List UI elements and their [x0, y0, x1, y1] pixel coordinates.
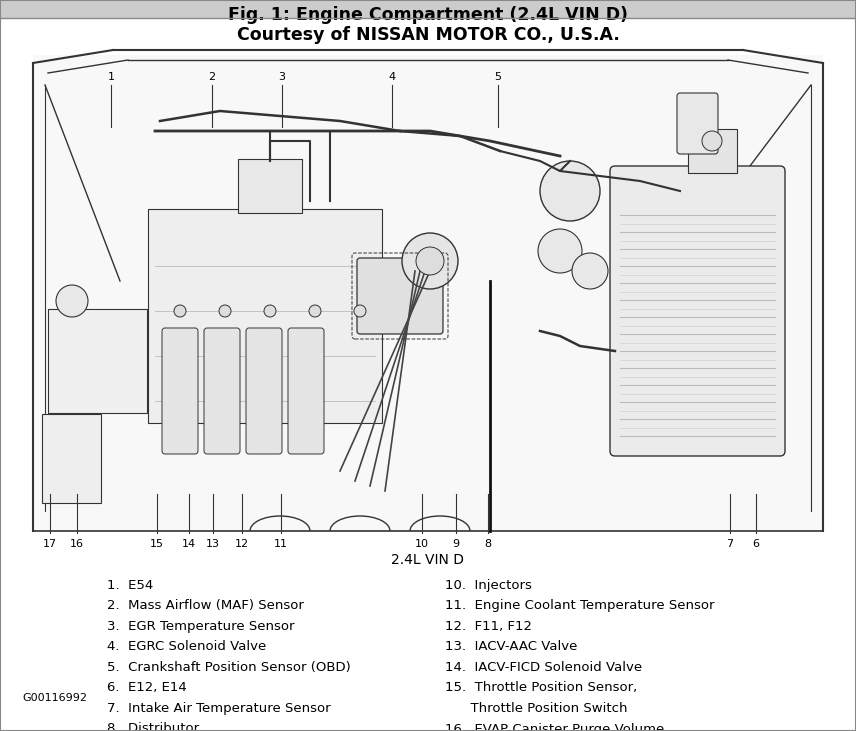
Text: 3: 3	[278, 72, 286, 82]
Text: 12.  F11, F12: 12. F11, F12	[445, 620, 532, 633]
Bar	[0, 0, 856, 18]
Text: 2.4L VIN D: 2.4L VIN D	[391, 553, 465, 567]
Circle shape	[56, 285, 88, 317]
Text: 5: 5	[495, 72, 502, 82]
Circle shape	[538, 229, 582, 273]
Circle shape	[174, 305, 186, 317]
Text: 3.  EGR Temperature Sensor: 3. EGR Temperature Sensor	[107, 620, 294, 633]
FancyBboxPatch shape	[677, 93, 718, 154]
Circle shape	[309, 305, 321, 317]
Text: 7: 7	[727, 539, 734, 549]
Text: 16: 16	[70, 539, 84, 549]
Text: 6: 6	[752, 539, 759, 549]
Text: 11: 11	[274, 539, 288, 549]
Text: 9: 9	[453, 539, 460, 549]
Text: 2: 2	[209, 72, 216, 82]
Text: 10.  Injectors: 10. Injectors	[445, 579, 532, 592]
FancyBboxPatch shape	[288, 328, 324, 454]
Text: 8: 8	[484, 539, 491, 549]
Text: 1: 1	[108, 72, 115, 82]
Text: 14.  IACV-FICD Solenoid Valve: 14. IACV-FICD Solenoid Valve	[445, 661, 642, 674]
Text: 13: 13	[206, 539, 220, 549]
Circle shape	[402, 233, 458, 289]
Text: 15.  Throttle Position Sensor,: 15. Throttle Position Sensor,	[445, 681, 637, 694]
Text: 13.  IACV-AAC Valve: 13. IACV-AAC Valve	[445, 640, 578, 654]
Circle shape	[219, 305, 231, 317]
FancyBboxPatch shape	[610, 166, 785, 456]
Text: 5.  Crankshaft Position Sensor (OBD): 5. Crankshaft Position Sensor (OBD)	[107, 661, 351, 674]
Text: G00116992: G00116992	[22, 693, 87, 703]
Text: 17: 17	[43, 539, 57, 549]
FancyBboxPatch shape	[48, 309, 147, 413]
Circle shape	[540, 161, 600, 221]
Bar	[33, 55, 823, 531]
Text: 12: 12	[235, 539, 249, 549]
Text: 11.  Engine Coolant Temperature Sensor: 11. Engine Coolant Temperature Sensor	[445, 599, 715, 613]
Circle shape	[354, 305, 366, 317]
FancyBboxPatch shape	[246, 328, 282, 454]
FancyBboxPatch shape	[688, 129, 737, 173]
Text: 14: 14	[182, 539, 196, 549]
Text: Throttle Position Switch: Throttle Position Switch	[445, 702, 627, 715]
Text: Courtesy of NISSAN MOTOR CO., U.S.A.: Courtesy of NISSAN MOTOR CO., U.S.A.	[236, 26, 620, 44]
FancyBboxPatch shape	[204, 328, 240, 454]
FancyBboxPatch shape	[238, 159, 302, 213]
Text: 8.  Distributor: 8. Distributor	[107, 722, 199, 731]
Circle shape	[572, 253, 608, 289]
FancyBboxPatch shape	[148, 209, 382, 423]
Circle shape	[416, 247, 444, 275]
Text: 1.  E54: 1. E54	[107, 579, 153, 592]
Text: Fig. 1: Engine Compartment (2.4L VIN D): Fig. 1: Engine Compartment (2.4L VIN D)	[228, 6, 628, 24]
Text: 15: 15	[150, 539, 164, 549]
Text: 4.  EGRC Solenoid Valve: 4. EGRC Solenoid Valve	[107, 640, 266, 654]
Circle shape	[264, 305, 276, 317]
FancyBboxPatch shape	[42, 414, 101, 503]
Text: 10: 10	[415, 539, 429, 549]
FancyBboxPatch shape	[357, 258, 443, 334]
FancyBboxPatch shape	[162, 328, 198, 454]
Text: 6.  E12, E14: 6. E12, E14	[107, 681, 187, 694]
Text: 16.  EVAP Canister Purge Volume: 16. EVAP Canister Purge Volume	[445, 722, 664, 731]
Text: 4: 4	[389, 72, 395, 82]
Text: 2.  Mass Airflow (MAF) Sensor: 2. Mass Airflow (MAF) Sensor	[107, 599, 304, 613]
Text: 7.  Intake Air Temperature Sensor: 7. Intake Air Temperature Sensor	[107, 702, 330, 715]
Circle shape	[702, 131, 722, 151]
